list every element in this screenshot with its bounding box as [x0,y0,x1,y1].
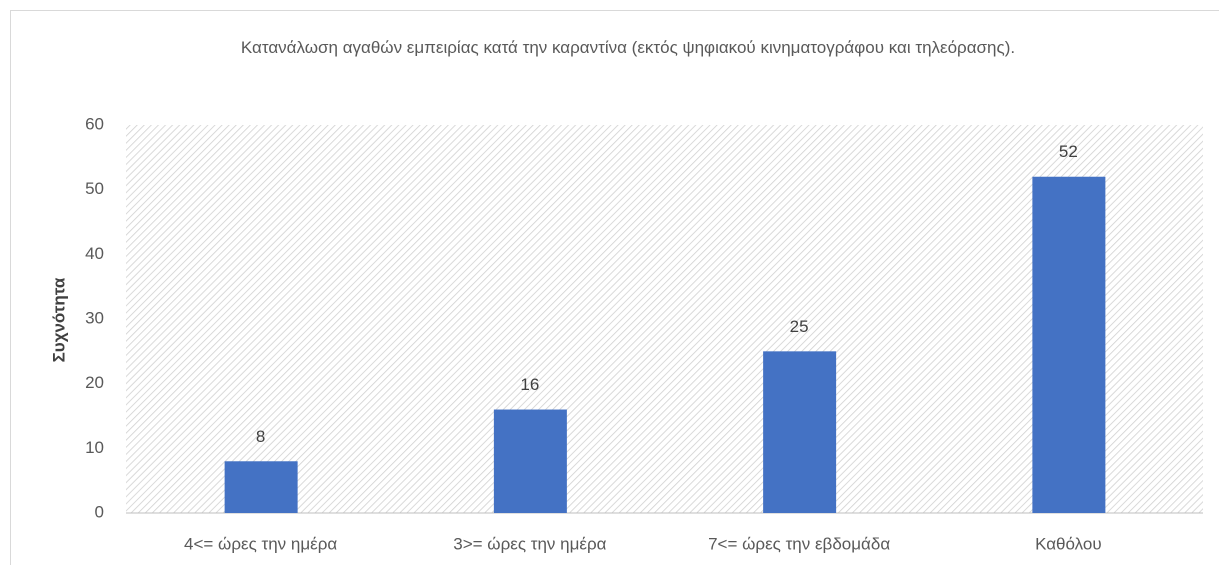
y-tick-label: 50 [85,179,104,198]
chart-frame [10,10,1219,565]
plot-area [126,125,1203,513]
y-axis-label: Συχνότητα [49,277,68,362]
data-label: 25 [790,317,809,336]
data-label: 52 [1059,142,1078,161]
y-tick-label: 30 [85,308,104,327]
x-tick-label: 3>= ώρες την ημέρα [453,534,606,553]
x-tick-label: 4<= ώρες την ημέρα [184,534,337,553]
data-label: 16 [520,375,539,394]
bar [763,351,837,513]
y-tick-label: 40 [85,244,104,263]
data-label: 8 [256,427,265,446]
bar [224,461,298,513]
bar [493,409,567,513]
x-tick-label: Καθόλου [1035,534,1102,553]
y-tick-label: 60 [85,114,104,133]
chart-title: Κατανάλωση αγαθών εμπειρίας κατά την καρ… [240,38,1016,57]
x-tick-label: 7<= ώρες την εβδομάδα [708,534,890,553]
y-tick-label: 20 [85,373,104,392]
bar [1032,176,1106,513]
y-tick-label: 10 [85,438,104,457]
y-tick-label: 0 [95,502,104,521]
